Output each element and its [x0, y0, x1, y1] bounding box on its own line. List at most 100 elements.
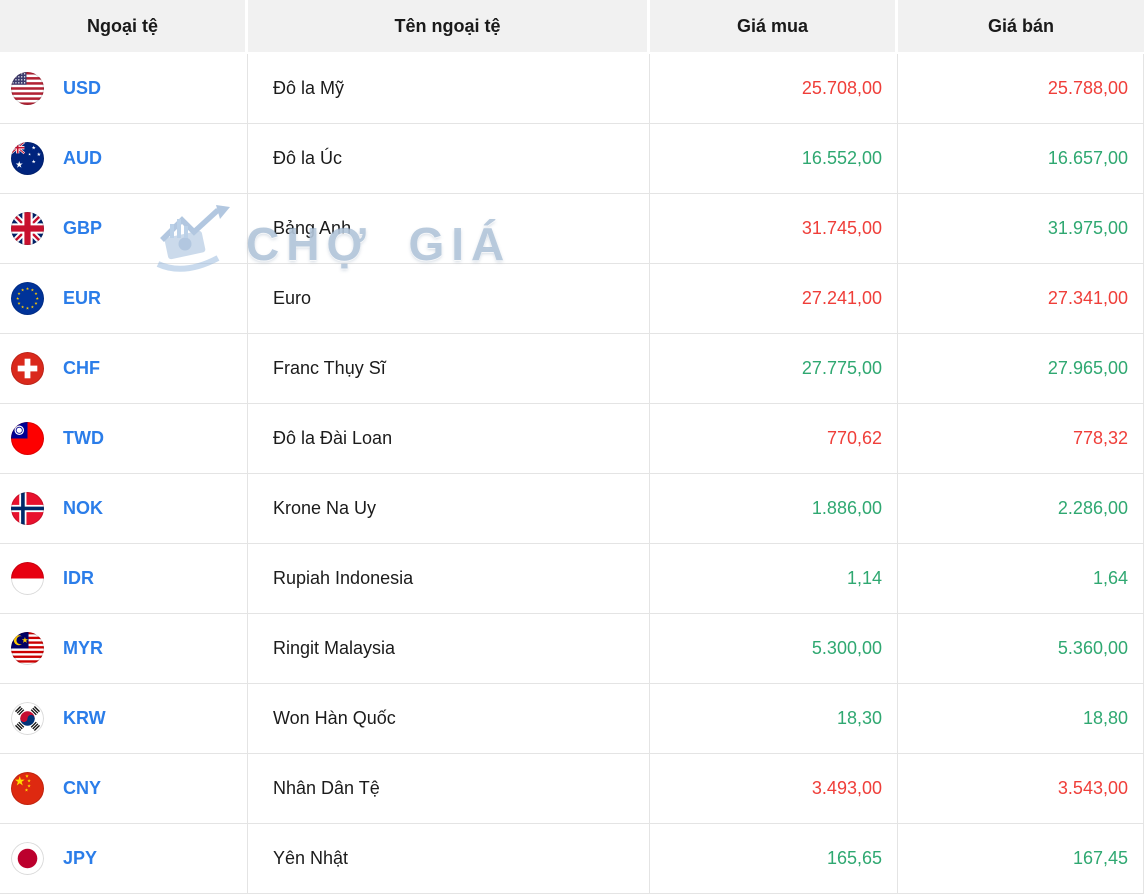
currency-cell: GBP — [0, 194, 248, 264]
sell-price: 27.341,00 — [1047, 288, 1128, 308]
currency-name: Ringit Malaysia — [273, 638, 396, 658]
sell-price: 27.965,00 — [1047, 358, 1128, 378]
table-body: USD Đô la Mỹ 25.708,00 25.788,00 AUD Đô … — [0, 54, 1144, 894]
buy-price-cell: 27.775,00 — [650, 334, 898, 404]
sell-price: 778,32 — [1072, 428, 1128, 448]
currency-name: Yên Nhật — [273, 848, 349, 868]
table-row: USD Đô la Mỹ 25.708,00 25.788,00 — [0, 54, 1144, 124]
buy-price-cell: 770,62 — [650, 404, 898, 474]
currency-code-link[interactable]: CNY — [63, 778, 102, 798]
currency-code-link[interactable]: IDR — [63, 568, 94, 588]
currency-code-link[interactable]: USD — [63, 78, 102, 98]
buy-price-cell: 31.745,00 — [650, 194, 898, 264]
currency-cell: CNY — [0, 754, 248, 824]
buy-price: 27.241,00 — [801, 288, 882, 308]
buy-price-cell: 165,65 — [650, 824, 898, 894]
table-row: KRW Won Hàn Quốc 18,30 18,80 — [0, 684, 1144, 754]
currency-name-cell: Đô la Úc — [248, 124, 650, 194]
sell-price-cell: 31.975,00 — [898, 194, 1144, 264]
sell-price: 25.788,00 — [1047, 78, 1128, 98]
currency-code-link[interactable]: AUD — [63, 148, 102, 168]
currency-cell: KRW — [0, 684, 248, 754]
currency-cell: JPY — [0, 824, 248, 894]
sell-price: 31.975,00 — [1047, 218, 1128, 238]
indonesia-flag-icon — [11, 562, 44, 595]
south-korea-flag-icon — [11, 702, 44, 735]
table-header: Ngoại tệ Tên ngoại tệ Giá mua Giá bán — [0, 0, 1144, 52]
sell-price-cell: 5.360,00 — [898, 614, 1144, 684]
currency-name: Euro — [273, 288, 312, 308]
sell-price-cell: 18,80 — [898, 684, 1144, 754]
buy-price: 25.708,00 — [801, 78, 882, 98]
currency-name: Krone Na Uy — [273, 498, 377, 518]
currency-name-cell: Đô la Đài Loan — [248, 404, 650, 474]
buy-price: 1,14 — [846, 568, 882, 588]
table-row: JPY Yên Nhật 165,65 167,45 — [0, 824, 1144, 894]
buy-price-cell: 25.708,00 — [650, 54, 898, 124]
australia-flag-icon — [11, 142, 44, 175]
table-row: CNY Nhân Dân Tệ 3.493,00 3.543,00 — [0, 754, 1144, 824]
currency-code-link[interactable]: NOK — [63, 498, 103, 518]
currency-cell: AUD — [0, 124, 248, 194]
table-row: NOK Krone Na Uy 1.886,00 2.286,00 — [0, 474, 1144, 544]
currency-code-link[interactable]: KRW — [63, 708, 106, 728]
buy-price-cell: 1.886,00 — [650, 474, 898, 544]
buy-price: 5.300,00 — [811, 638, 882, 658]
currency-name-cell: Ringit Malaysia — [248, 614, 650, 684]
table-row: MYR Ringit Malaysia 5.300,00 5.360,00 — [0, 614, 1144, 684]
table-row: AUD Đô la Úc 16.552,00 16.657,00 — [0, 124, 1144, 194]
header-currency-name: Tên ngoại tệ — [248, 0, 650, 52]
sell-price-cell: 167,45 — [898, 824, 1144, 894]
sell-price-cell: 3.543,00 — [898, 754, 1144, 824]
currency-name: Nhân Dân Tệ — [273, 778, 380, 798]
sell-price-cell: 16.657,00 — [898, 124, 1144, 194]
sell-price-cell: 778,32 — [898, 404, 1144, 474]
buy-price-cell: 27.241,00 — [650, 264, 898, 334]
table-row: GBP Bảng Anh 31.745,00 31.975,00 — [0, 194, 1144, 264]
us-flag-icon — [11, 72, 44, 105]
taiwan-flag-icon — [11, 422, 44, 455]
sell-price: 2.286,00 — [1057, 498, 1128, 518]
header-currency: Ngoại tệ — [0, 0, 248, 52]
buy-price: 770,62 — [826, 428, 882, 448]
china-flag-icon — [11, 772, 44, 805]
currency-code-link[interactable]: GBP — [63, 218, 103, 238]
table-row: CHF Franc Thụy Sĩ 27.775,00 27.965,00 — [0, 334, 1144, 404]
currency-name-cell: Won Hàn Quốc — [248, 684, 650, 754]
currency-code-link[interactable]: JPY — [63, 848, 98, 868]
buy-price-cell: 5.300,00 — [650, 614, 898, 684]
currency-name: Franc Thụy Sĩ — [273, 358, 386, 378]
currency-name: Bảng Anh — [273, 218, 352, 238]
buy-price: 16.552,00 — [801, 148, 882, 168]
buy-price: 3.493,00 — [811, 778, 882, 798]
uk-flag-icon — [11, 212, 44, 245]
currency-cell: MYR — [0, 614, 248, 684]
table-row: IDR Rupiah Indonesia 1,14 1,64 — [0, 544, 1144, 614]
sell-price-cell: 25.788,00 — [898, 54, 1144, 124]
sell-price: 5.360,00 — [1057, 638, 1128, 658]
currency-cell: TWD — [0, 404, 248, 474]
currency-name: Đô la Úc — [273, 148, 343, 168]
sell-price-cell: 1,64 — [898, 544, 1144, 614]
buy-price-cell: 3.493,00 — [650, 754, 898, 824]
buy-price: 31.745,00 — [801, 218, 882, 238]
currency-name: Won Hàn Quốc — [273, 708, 396, 728]
buy-price: 27.775,00 — [801, 358, 882, 378]
currency-cell: CHF — [0, 334, 248, 404]
currency-cell: IDR — [0, 544, 248, 614]
buy-price: 18,30 — [836, 708, 882, 728]
sell-price: 1,64 — [1092, 568, 1128, 588]
currency-name: Rupiah Indonesia — [273, 568, 414, 588]
currency-code-link[interactable]: TWD — [63, 428, 104, 448]
currency-code-link[interactable]: EUR — [63, 288, 102, 308]
currency-name-cell: Yên Nhật — [248, 824, 650, 894]
header-buy-price: Giá mua — [650, 0, 898, 52]
currency-code-link[interactable]: MYR — [63, 638, 103, 658]
currency-cell: USD — [0, 54, 248, 124]
sell-price: 16.657,00 — [1047, 148, 1128, 168]
table-row: TWD Đô la Đài Loan 770,62 778,32 — [0, 404, 1144, 474]
table-row: EUR Euro 27.241,00 27.341,00 — [0, 264, 1144, 334]
currency-code-link[interactable]: CHF — [63, 358, 100, 378]
japan-flag-icon — [11, 842, 44, 875]
